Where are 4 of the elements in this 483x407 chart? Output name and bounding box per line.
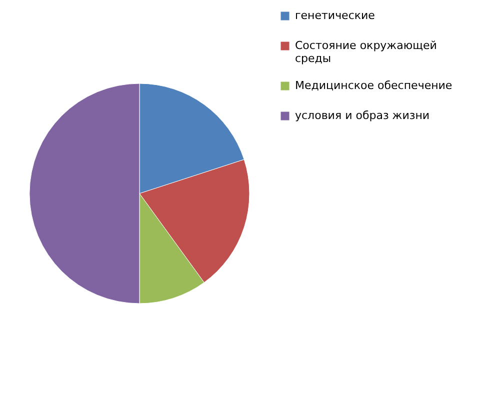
legend-label: генетические (295, 9, 376, 22)
legend-label: Медицинское обеспечение (295, 79, 452, 92)
legend-label: Состояние окружающей среды (295, 39, 437, 65)
legend-label: условия и образ жизни (295, 109, 430, 122)
